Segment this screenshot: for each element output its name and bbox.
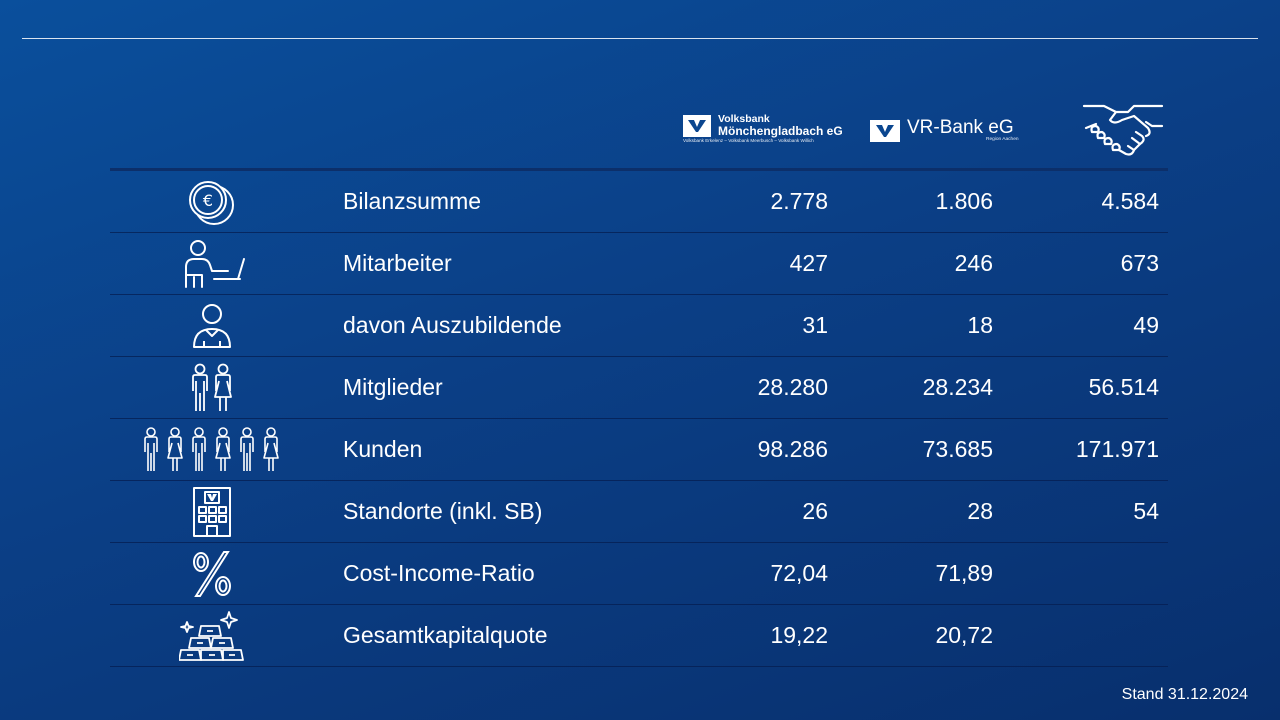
value-combined: 56.514 (1088, 374, 1159, 400)
value-vrbank: 18 (967, 312, 993, 338)
table-row: Kunden 98.286 73.685 171.971 (110, 419, 1168, 481)
value-volksbank: 28.280 (757, 374, 828, 400)
table-row: davon Auszubildende 31 18 49 (110, 295, 1168, 357)
gold-bars-icon (142, 605, 282, 666)
table-row: Gesamtkapitalquote 19,22 20,72 (110, 605, 1168, 667)
value-volksbank: 427 (789, 250, 828, 276)
table-row: € Bilanzsumme 2.778 1.806 4.584 (110, 171, 1168, 233)
table-row: Cost-Income-Ratio 72,04 71,89 (110, 543, 1168, 605)
value-combined: 54 (1133, 498, 1159, 524)
row-label: Mitglieder (343, 374, 443, 400)
value-vrbank: 28 (967, 498, 993, 524)
members-pair-icon (142, 357, 282, 418)
value-vrbank: 1.806 (935, 188, 993, 214)
value-volksbank: 26 (802, 498, 828, 524)
volksbank-mark-icon (683, 115, 711, 137)
bank-building-icon (142, 481, 282, 542)
svg-text:€: € (203, 191, 213, 210)
row-label: Gesamtkapitalquote (343, 622, 548, 648)
key-figures-table: € Bilanzsumme 2.778 1.806 4.584 Mitarbei… (110, 168, 1168, 667)
vrbank-mark-icon (870, 120, 900, 142)
percent-icon (142, 543, 282, 604)
volksbank-logo-line1: Volksbank (718, 113, 770, 125)
bank-logos-header: Volksbank Mönchengladbach eG Volksbank E… (0, 0, 1280, 170)
top-divider (22, 38, 1258, 39)
date-note: Stand 31.12.2024 (1121, 686, 1248, 703)
trainee-person-icon (142, 295, 282, 356)
value-volksbank: 98.286 (757, 436, 828, 462)
table-row: Mitglieder 28.280 28.234 56.514 (110, 357, 1168, 419)
value-volksbank: 19,22 (770, 622, 828, 648)
value-vrbank: 246 (954, 250, 993, 276)
row-label: Cost-Income-Ratio (343, 560, 535, 586)
value-vrbank: 71,89 (935, 560, 993, 586)
table-header-rule (110, 168, 1168, 171)
value-vrbank: 28.234 (922, 374, 993, 400)
value-volksbank: 2.778 (770, 188, 828, 214)
value-vrbank: 20,72 (935, 622, 993, 648)
handshake-icon (1082, 100, 1164, 156)
vrbank-logo: VR-Bank eG Region Aachen (870, 117, 1030, 147)
table-row: Standorte (inkl. SB) 26 28 54 (110, 481, 1168, 543)
row-label: Mitarbeiter (343, 250, 452, 276)
volksbank-logo: Volksbank Mönchengladbach eG Volksbank E… (683, 112, 843, 146)
row-label: davon Auszubildende (343, 312, 562, 338)
value-volksbank: 72,04 (770, 560, 828, 586)
value-combined: 49 (1133, 312, 1159, 338)
row-label: Standorte (inkl. SB) (343, 498, 543, 524)
table-row: Mitarbeiter 427 246 673 (110, 233, 1168, 295)
volksbank-logo-line3: Volksbank Erkelenz – Volksbank Meerbusch… (683, 138, 814, 143)
vrbank-logo-name: VR-Bank eG (907, 117, 1014, 138)
value-volksbank: 31 (802, 312, 828, 338)
value-vrbank: 73.685 (922, 436, 993, 462)
employee-laptop-icon (142, 233, 282, 294)
row-label: Bilanzsumme (343, 188, 482, 214)
vrbank-logo-sub: Region Aachen (986, 137, 1019, 142)
volksbank-logo-line2: Mönchengladbach eG (718, 124, 843, 138)
customers-group-icon (142, 419, 282, 480)
value-combined: 4.584 (1101, 188, 1159, 214)
value-combined: 171.971 (1075, 436, 1159, 462)
euro-coins-icon: € (142, 171, 282, 232)
row-label: Kunden (343, 436, 423, 462)
value-combined: 673 (1120, 250, 1159, 276)
